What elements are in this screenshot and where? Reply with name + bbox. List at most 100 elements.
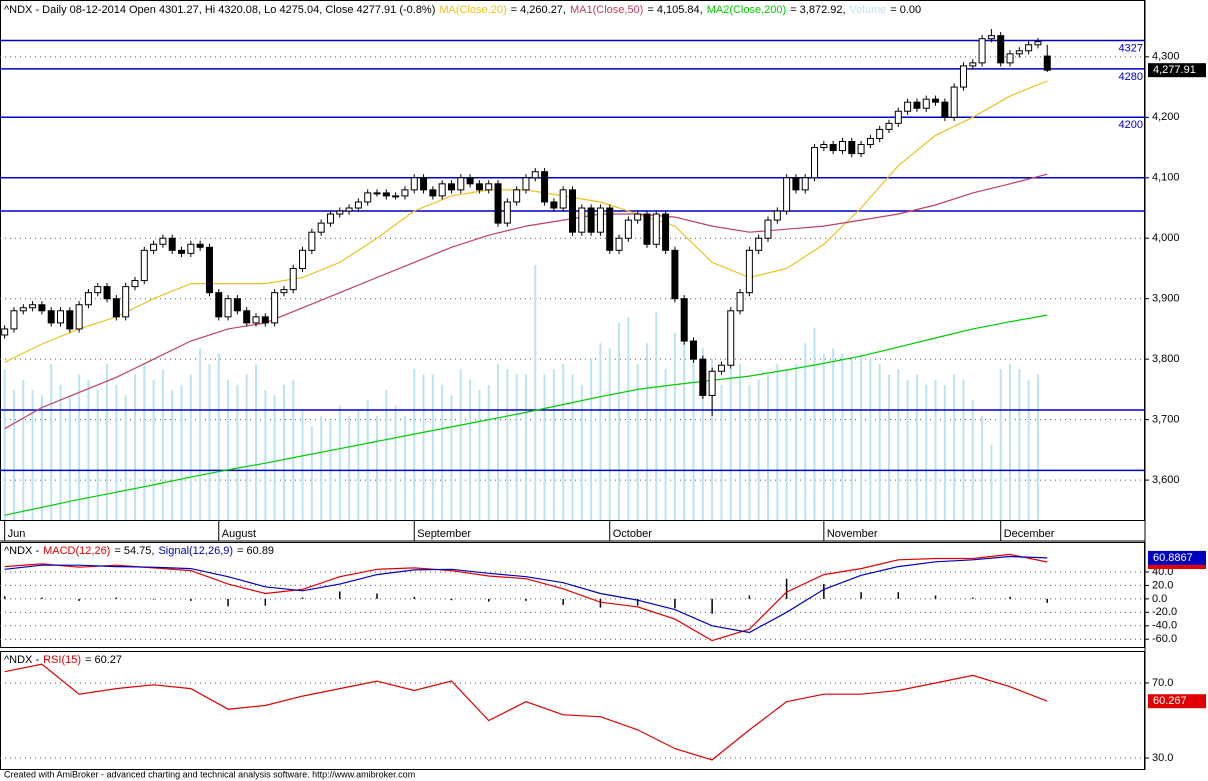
volume-bar xyxy=(227,379,230,520)
legend-value: = 60.89 xyxy=(237,545,274,557)
candle-body xyxy=(838,140,846,152)
volume-bar xyxy=(813,327,816,520)
candle-body xyxy=(727,310,735,366)
volume-bar xyxy=(208,364,211,520)
candle-body xyxy=(19,307,27,312)
volume-bar xyxy=(1027,379,1030,520)
volume-bar xyxy=(12,390,15,520)
candle-body xyxy=(680,298,688,342)
volume-bar xyxy=(943,384,946,520)
pane-legend: ^NDX - MACD(12,26) = 54.75, Signal(12,26,9)… xyxy=(4,545,274,557)
candle-body xyxy=(66,310,74,330)
candle-body xyxy=(755,237,763,251)
volume-bar xyxy=(683,343,686,520)
y-tick-label: -60.0 xyxy=(1152,633,1177,645)
volume-bar xyxy=(990,444,993,520)
volume-bar xyxy=(673,332,676,520)
level-label: 4280 xyxy=(1119,71,1143,83)
candle-body xyxy=(606,207,614,251)
volume-bar xyxy=(366,400,369,520)
legend-value: = 54.75, xyxy=(114,545,154,557)
volume-bar xyxy=(376,416,379,520)
volume-bar xyxy=(739,364,742,520)
volume-bar xyxy=(133,374,136,520)
candle-body xyxy=(466,177,474,185)
x-tick-label: October xyxy=(613,528,652,540)
volume-bar xyxy=(320,416,323,520)
close-box xyxy=(1148,63,1206,78)
volume-bar xyxy=(422,374,425,520)
volume-bar xyxy=(310,426,313,520)
candle-body xyxy=(150,243,158,251)
candle-body xyxy=(950,86,958,118)
indicator-line xyxy=(4,555,1048,634)
y-tick-label: 3,700 xyxy=(1152,414,1180,426)
y-tick-label: 4,100 xyxy=(1152,172,1180,184)
indicator-line xyxy=(4,663,1048,761)
y-tick-label: 70.0 xyxy=(1152,677,1173,689)
legend-name: MA1(Close,50) xyxy=(570,4,643,16)
last-value-box xyxy=(1148,694,1206,709)
candle-body xyxy=(969,62,977,67)
candle-body xyxy=(596,207,604,233)
volume-bar xyxy=(869,358,872,520)
y-tick-label: 3,800 xyxy=(1152,353,1180,365)
candle-body xyxy=(876,128,884,139)
volume-bar xyxy=(785,369,788,520)
volume-bar xyxy=(897,369,900,520)
volume-bar xyxy=(59,384,62,520)
candle-body xyxy=(578,207,586,233)
volume-bar xyxy=(254,364,257,520)
volume-bar xyxy=(701,348,704,520)
y-tick-label: 0.0 xyxy=(1152,593,1167,605)
legend-name: MA(Close,20) xyxy=(439,4,506,16)
candle-body xyxy=(736,292,744,312)
volume-bar xyxy=(841,353,844,520)
candle-body xyxy=(438,183,446,197)
volume-bar xyxy=(487,384,490,520)
volume-bar xyxy=(40,395,43,520)
volume-bar xyxy=(618,322,621,520)
volume-bar xyxy=(96,390,99,520)
candle-body xyxy=(885,122,893,130)
volume-bar xyxy=(497,364,500,520)
x-tick-label: November xyxy=(827,528,878,540)
volume-bar xyxy=(459,369,462,520)
volume-bar xyxy=(757,379,760,520)
candle-body xyxy=(922,98,930,109)
volume-bar xyxy=(348,416,351,520)
volume-bar xyxy=(562,364,565,520)
volume-bar xyxy=(403,416,406,520)
candle-body xyxy=(29,304,37,309)
volume-bar xyxy=(832,348,835,520)
candle-body xyxy=(690,340,698,360)
candle-body xyxy=(159,237,167,245)
legend-prefix: ^NDX - xyxy=(4,654,39,666)
candle-body xyxy=(866,137,874,146)
candle-body xyxy=(997,35,1005,64)
volume-bar xyxy=(152,379,155,520)
volume-bar xyxy=(776,364,779,520)
volume-bar xyxy=(962,379,965,520)
x-tick-label: September xyxy=(417,528,471,540)
candle-body xyxy=(224,298,232,318)
candle-body xyxy=(643,213,651,245)
candle-body xyxy=(541,171,549,203)
candle-body xyxy=(531,171,539,179)
volume-bar xyxy=(720,384,723,520)
candle-body xyxy=(485,183,493,191)
volume-bar xyxy=(878,364,881,520)
volume-bar xyxy=(450,395,453,520)
volume-bar xyxy=(50,364,53,520)
volume-bar xyxy=(87,379,90,520)
volume-bar xyxy=(357,410,360,520)
candle-body xyxy=(326,213,334,224)
candle-body xyxy=(959,65,967,88)
volume-bar xyxy=(171,390,174,520)
candle-body xyxy=(131,280,139,288)
volume-bar xyxy=(999,369,1002,520)
volume-bar xyxy=(655,312,658,520)
legend-name: RSI(15) xyxy=(43,654,81,666)
